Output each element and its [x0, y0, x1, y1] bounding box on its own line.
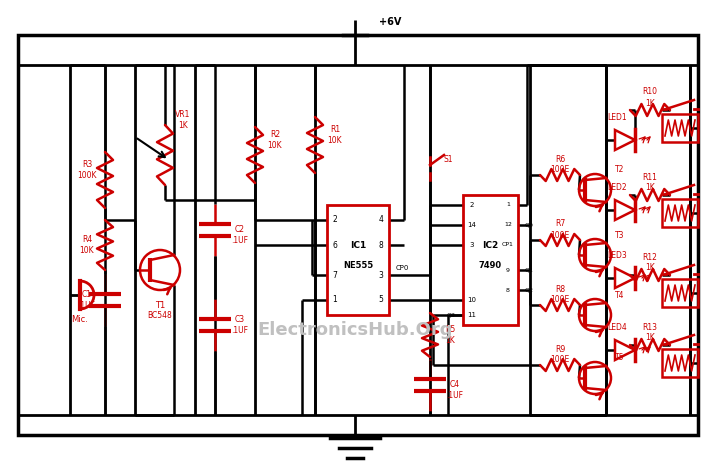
- Text: 100E: 100E: [550, 296, 570, 304]
- Text: R9: R9: [555, 345, 565, 354]
- Text: 7: 7: [333, 270, 338, 280]
- Bar: [662, 199, 698, 227]
- Text: Q1: Q1: [525, 268, 533, 273]
- Text: C1
.1UF: C1 .1UF: [78, 290, 95, 310]
- Text: R8: R8: [555, 284, 565, 293]
- Bar: [463, 195, 518, 325]
- Text: R5
1K: R5 1K: [445, 325, 455, 345]
- Bar: [327, 205, 389, 315]
- Text: BC548: BC548: [148, 311, 172, 320]
- Text: T3: T3: [615, 231, 625, 240]
- Text: 4: 4: [378, 215, 383, 225]
- Bar: [662, 114, 698, 142]
- Text: CP1: CP1: [502, 242, 514, 248]
- Text: 1: 1: [333, 296, 338, 304]
- Bar: [662, 349, 698, 377]
- Text: 2: 2: [470, 202, 474, 208]
- Text: R11: R11: [643, 172, 658, 182]
- Text: RELAY2: RELAY2: [710, 208, 711, 218]
- Text: R12: R12: [643, 253, 658, 262]
- Text: Q2: Q2: [525, 288, 533, 292]
- Text: C4
.1UF: C4 .1UF: [447, 380, 464, 400]
- Text: 100E: 100E: [550, 355, 570, 365]
- Text: ElectronicsHub.Org: ElectronicsHub.Org: [257, 321, 453, 339]
- Text: NE555: NE555: [343, 261, 373, 269]
- Text: 10: 10: [468, 297, 476, 303]
- Text: T5: T5: [615, 354, 625, 362]
- Text: RELAY4: RELAY4: [710, 359, 711, 368]
- Text: R10: R10: [643, 87, 658, 97]
- Bar: [18, 35, 698, 435]
- Text: R13: R13: [643, 323, 658, 332]
- Text: 14: 14: [468, 222, 476, 228]
- Text: Mic.: Mic.: [72, 316, 88, 325]
- Text: 3: 3: [378, 270, 383, 280]
- Text: Q0: Q0: [525, 222, 533, 227]
- Text: T2: T2: [615, 165, 625, 175]
- Text: LED1: LED1: [607, 113, 627, 122]
- Text: 7490: 7490: [479, 261, 501, 269]
- Text: 8: 8: [379, 241, 383, 249]
- Text: 12: 12: [504, 222, 512, 227]
- Text: 100E: 100E: [550, 165, 570, 175]
- Text: R3
100K: R3 100K: [77, 160, 97, 180]
- Text: R6: R6: [555, 155, 565, 163]
- Text: LED4: LED4: [607, 324, 627, 333]
- Text: 5: 5: [378, 296, 383, 304]
- Text: LED3: LED3: [607, 252, 627, 261]
- Text: T1: T1: [155, 300, 165, 310]
- Text: VR1
1K: VR1 1K: [176, 110, 191, 130]
- Text: 3: 3: [470, 242, 474, 248]
- Bar: [662, 279, 698, 307]
- Text: 100E: 100E: [550, 231, 570, 240]
- Text: 1K: 1K: [645, 99, 655, 107]
- Text: S1: S1: [443, 156, 453, 164]
- Text: C2
.1UF: C2 .1UF: [232, 225, 249, 245]
- Text: R2
10K: R2 10K: [267, 130, 282, 150]
- Text: 1K: 1K: [645, 263, 655, 273]
- Text: IC1: IC1: [350, 241, 366, 249]
- Text: C3
.1UF: C3 .1UF: [232, 315, 249, 335]
- Text: LED2: LED2: [607, 184, 627, 192]
- Text: RELAY1: RELAY1: [710, 123, 711, 133]
- Text: 8: 8: [506, 288, 510, 292]
- Text: RELAY3: RELAY3: [710, 289, 711, 297]
- Text: R4
10K: R4 10K: [80, 235, 95, 255]
- Text: IC2: IC2: [482, 241, 498, 249]
- Text: R7: R7: [555, 219, 565, 228]
- Text: +6V: +6V: [379, 17, 401, 27]
- Text: CP0: CP0: [395, 265, 409, 271]
- Text: 11: 11: [468, 312, 476, 318]
- Text: T4: T4: [615, 290, 625, 299]
- Text: 2: 2: [333, 215, 338, 225]
- Text: 1K: 1K: [645, 184, 655, 192]
- Text: R1
10K: R1 10K: [328, 125, 342, 145]
- Text: 1: 1: [506, 203, 510, 207]
- Text: 9: 9: [506, 268, 510, 273]
- Text: 1K: 1K: [645, 333, 655, 342]
- Text: Q3: Q3: [447, 312, 456, 318]
- Text: 6: 6: [333, 241, 338, 249]
